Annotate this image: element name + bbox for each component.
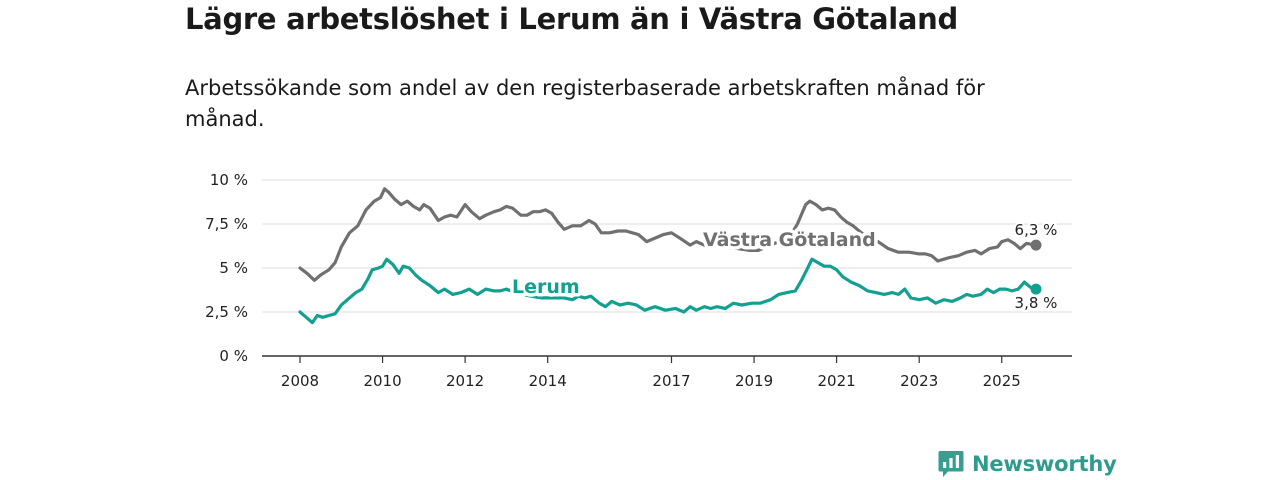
brand-name: Newsworthy bbox=[972, 452, 1117, 476]
grid-lines bbox=[262, 179, 1072, 313]
x-tick-label: 2012 bbox=[446, 372, 484, 390]
y-tick-label: 7,5 % bbox=[205, 215, 248, 233]
y-axis-ticks: 0 % 2,5 % 5 % 7,5 % 10 % bbox=[205, 171, 248, 365]
newsworthy-logo: Newsworthy bbox=[938, 450, 1117, 478]
x-axis-ticks: 2008 2010 2012 2014 2017 2019 2021 2023 2025 bbox=[281, 356, 1021, 390]
x-tick-label: 2023 bbox=[900, 372, 938, 390]
end-value-label-vastra-gotaland: 6,3 % bbox=[1015, 221, 1058, 239]
end-point-vastra-gotaland bbox=[1030, 239, 1042, 251]
series-label-lerum: Lerum bbox=[512, 276, 580, 298]
x-tick-label: 2021 bbox=[818, 372, 856, 390]
y-tick-label: 2,5 % bbox=[205, 303, 248, 321]
x-tick-label: 2008 bbox=[281, 372, 319, 390]
y-tick-label: 5 % bbox=[219, 259, 248, 277]
chart-title: Lägre arbetslöshet i Lerum än i Västra G… bbox=[185, 2, 958, 36]
y-tick-label: 10 % bbox=[210, 171, 248, 189]
x-tick-label: 2017 bbox=[652, 372, 690, 390]
series-labels: Västra Götaland Lerum 6,3 % 3,8 % bbox=[509, 219, 1060, 314]
series-line-vastra-gotaland bbox=[298, 187, 1038, 282]
end-value-label-lerum: 3,8 % bbox=[1015, 294, 1058, 312]
x-tick-label: 2025 bbox=[983, 372, 1021, 390]
end-point-lerum bbox=[1030, 283, 1042, 295]
series-line-lerum bbox=[298, 257, 1038, 325]
bar-chart-bubble-icon bbox=[938, 451, 964, 477]
x-tick-label: 2010 bbox=[363, 372, 401, 390]
x-tick-label: 2014 bbox=[529, 372, 567, 390]
x-tick-label: 2019 bbox=[735, 372, 773, 390]
chart-subtitle: Arbetssökande som andel av den registerb… bbox=[185, 76, 985, 131]
y-tick-label: 0 % bbox=[219, 347, 248, 365]
series-lines bbox=[298, 187, 1042, 325]
series-label-vastra-gotaland: Västra Götaland bbox=[703, 229, 876, 251]
